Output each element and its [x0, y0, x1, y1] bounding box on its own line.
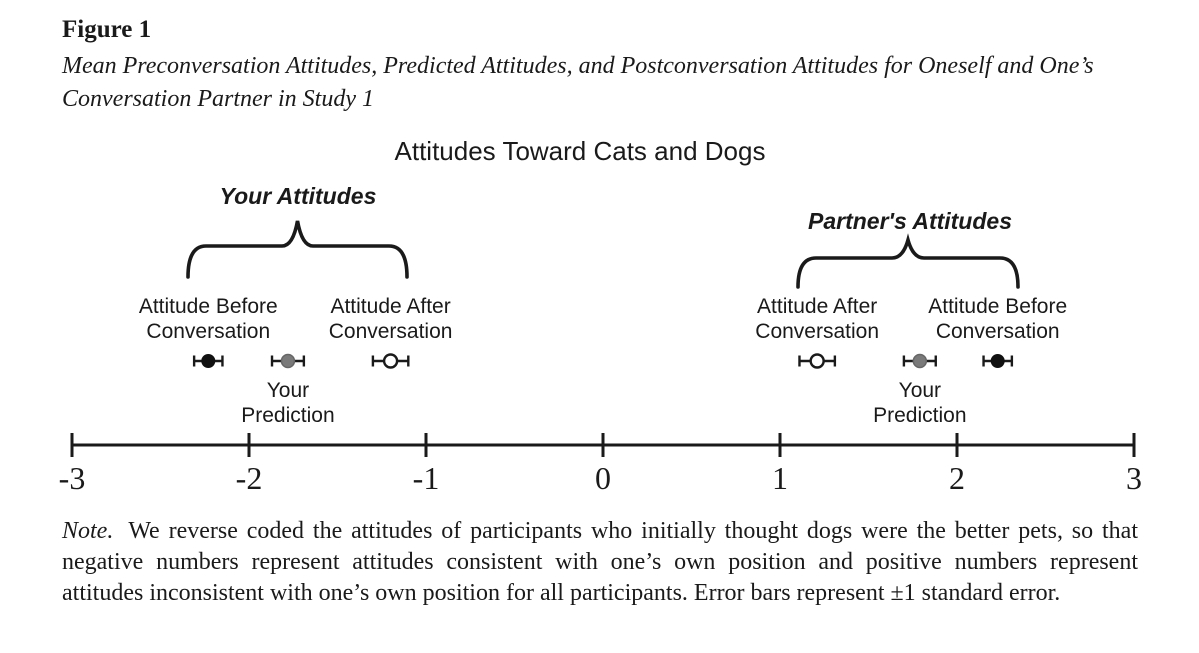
point-label: Your Prediction: [873, 379, 967, 427]
x-axis-tick-label: -1: [412, 460, 440, 496]
data-point-marker-open: [809, 353, 825, 369]
x-axis-tick-label: 2: [949, 460, 965, 496]
point-label: Attitude After Conversation: [328, 295, 453, 343]
group-title-partners-attitudes: Partner's Attitudes: [808, 208, 1012, 234]
x-axis-tick-label: 3: [1126, 460, 1142, 496]
chart-title: Attitudes Toward Cats and Dogs: [394, 136, 766, 166]
point-label: Your Prediction: [241, 379, 335, 427]
your-attitudes-brace-icon: [186, 220, 409, 279]
point-label: Attitude After Conversation: [755, 295, 880, 343]
partners-attitudes-brace-icon: [796, 233, 1020, 289]
figure-number-label: Figure 1: [62, 16, 152, 43]
point-label: Attitude Before Conversation: [928, 295, 1068, 343]
data-point-marker-filled-black: [990, 354, 1005, 368]
data-point-marker-filled-gray: [912, 353, 928, 369]
x-axis-tick-label: -2: [235, 460, 263, 496]
x-axis-tick-label: -3: [58, 460, 86, 496]
data-point-marker-filled-black: [201, 354, 216, 368]
data-point-marker-open: [382, 353, 399, 369]
group-title-your-attitudes: Your Attitudes: [219, 183, 377, 209]
figure-caption: Mean Preconversation Attitudes, Predicte…: [62, 53, 1094, 112]
note-text: We reverse coded the attitudes of partic…: [62, 518, 1138, 606]
note-label: Note.: [62, 518, 114, 544]
x-axis-tick-label: 0: [595, 460, 611, 496]
figure-note: Note. We reverse coded the attitudes of p…: [62, 516, 1138, 609]
point-label: Attitude Before Conversation: [138, 295, 278, 343]
data-point-marker-filled-gray: [280, 353, 296, 369]
x-axis-tick-label: 1: [772, 460, 788, 496]
